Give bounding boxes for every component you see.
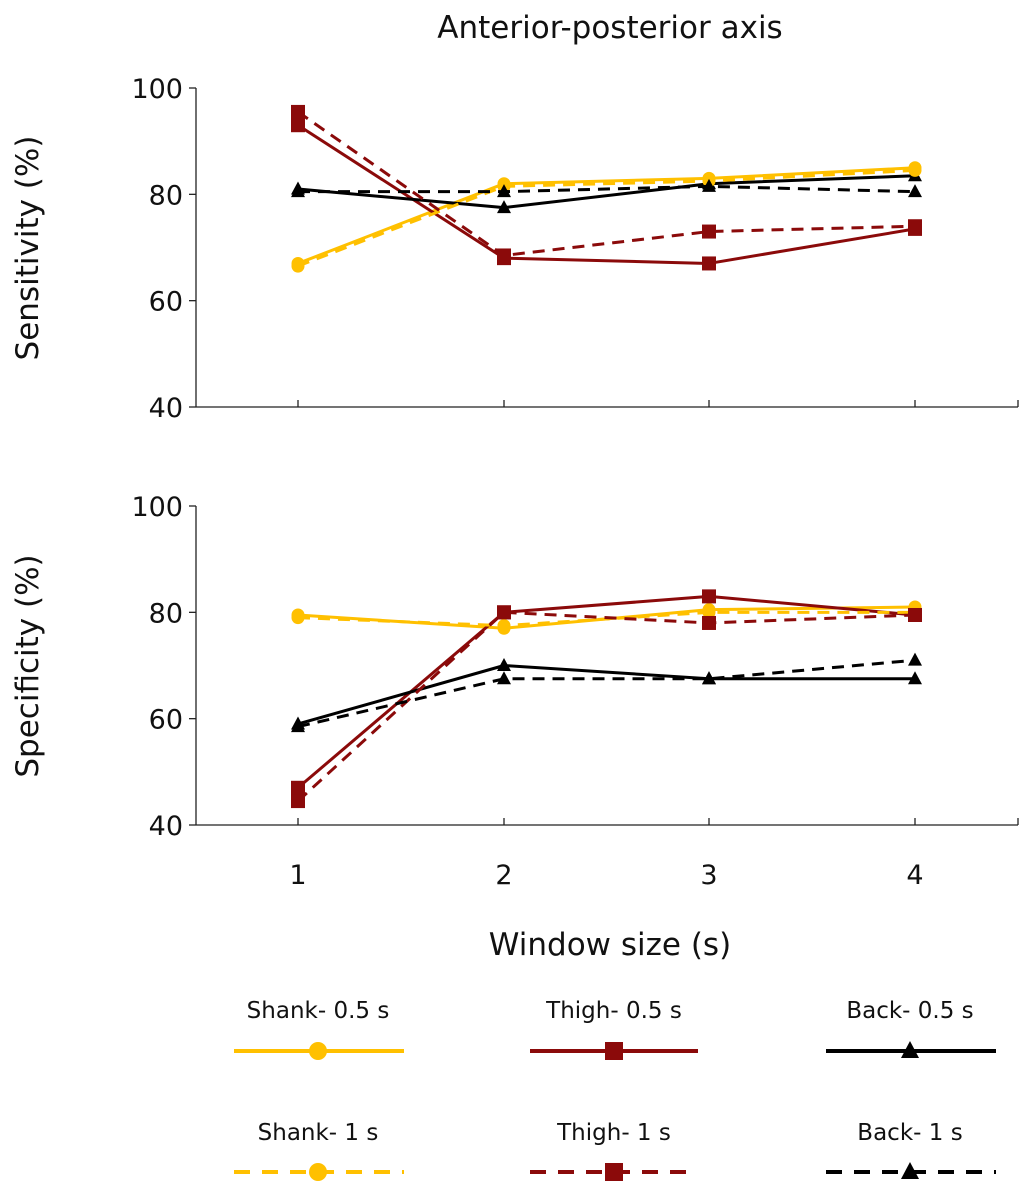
legend-label: Back- 1 s: [857, 1120, 962, 1146]
x-tick-labels: 1 2 3 4: [289, 860, 923, 891]
legend-label: Shank- 1 s: [258, 1120, 379, 1146]
chart-title: Anterior-posterior axis: [437, 10, 782, 46]
data-point: [291, 118, 305, 133]
legend-label: Thigh- 1 s: [556, 1120, 671, 1146]
legend-marker-square: [605, 1163, 623, 1181]
data-point: [497, 248, 511, 263]
data-point: [291, 611, 305, 625]
data-point: [291, 780, 305, 795]
data-point: [908, 184, 922, 198]
legend-label: Thigh- 0.5 s: [545, 998, 682, 1024]
sensitivity-panel: 40 60 80 100 Sensitivity (%): [10, 74, 1019, 424]
data-point: [908, 219, 922, 234]
x-tick-label: 1: [289, 860, 306, 891]
series-back-1-s: [291, 652, 922, 733]
legend: Shank- 0.5 s Thigh- 0.5 s Back- 0.5 s Shank…: [234, 998, 996, 1181]
legend-marker-circle: [309, 1042, 327, 1060]
y-axis-label: Sensitivity (%): [10, 136, 46, 361]
x-axis-label: Window size (s): [489, 927, 731, 963]
series-line: [297, 664, 915, 726]
legend-entry-shank-0-5-s: Shank- 0.5 s: [234, 998, 404, 1060]
data-point: [291, 259, 305, 273]
data-point: [497, 658, 511, 671]
x-tick-label: 2: [495, 860, 512, 891]
series-thigh-1-s: [291, 605, 922, 809]
data-point: [702, 178, 716, 192]
data-point: [497, 605, 511, 620]
data-point: [702, 605, 716, 619]
data-point: [291, 184, 305, 198]
y-tick-label: 40: [149, 811, 183, 842]
data-point: [908, 607, 922, 622]
legend-entry-back-0-5-s: Back- 0.5 s: [826, 998, 996, 1058]
data-point: [291, 794, 305, 809]
data-point: [908, 163, 922, 177]
x-tick-label: 4: [906, 860, 923, 891]
series-back-1-s: [291, 178, 922, 198]
legend-marker-triangle: [901, 1162, 919, 1179]
legend-label: Shank- 0.5 s: [247, 998, 390, 1024]
series-shank-0-5-s: [291, 161, 922, 270]
data-point: [702, 589, 716, 604]
legend-entry-shank-1-s: Shank- 1 s: [234, 1120, 404, 1181]
y-tick-label: 80: [149, 598, 183, 629]
data-point: [702, 615, 716, 630]
legend-marker-square: [605, 1042, 623, 1060]
y-tick-label: 60: [149, 705, 183, 736]
legend-label: Back- 0.5 s: [846, 998, 973, 1024]
data-point: [702, 671, 716, 685]
y-tick-label: 100: [131, 492, 183, 523]
series-thigh-1-s: [291, 104, 922, 263]
series-line: [297, 594, 916, 789]
series-line: [297, 174, 916, 210]
data-point: [497, 200, 511, 214]
data-point: [497, 184, 511, 198]
y-axis-label: Specificity (%): [10, 554, 46, 777]
legend-entry-thigh-1-s: Thigh- 1 s: [530, 1120, 698, 1181]
data-point: [291, 719, 305, 733]
series-line: [297, 168, 916, 268]
series-line: [298, 184, 916, 194]
data-point: [497, 619, 511, 633]
legend-entry-back-1-s: Back- 1 s: [826, 1120, 996, 1179]
data-point: [291, 104, 305, 119]
legend-marker-circle: [309, 1163, 327, 1181]
series-line: [296, 610, 916, 803]
y-tick-label: 40: [149, 393, 183, 424]
data-point: [702, 224, 716, 239]
legend-entry-thigh-0-5-s: Thigh- 0.5 s: [530, 998, 698, 1060]
y-tick-label: 80: [149, 180, 183, 211]
y-tick-label: 100: [131, 74, 183, 105]
y-tick-label: 60: [149, 287, 183, 318]
specificity-panel: 40 60 80 100 Specificity (%): [10, 492, 1019, 842]
series-line: [297, 166, 916, 265]
data-point: [908, 652, 922, 666]
x-tick-label: 3: [700, 860, 717, 891]
series-line: [297, 110, 916, 257]
series-line: [297, 658, 916, 729]
data-point: [497, 671, 511, 685]
data-point: [908, 671, 922, 685]
data-point: [702, 256, 716, 271]
legend-marker-triangle: [901, 1041, 919, 1058]
